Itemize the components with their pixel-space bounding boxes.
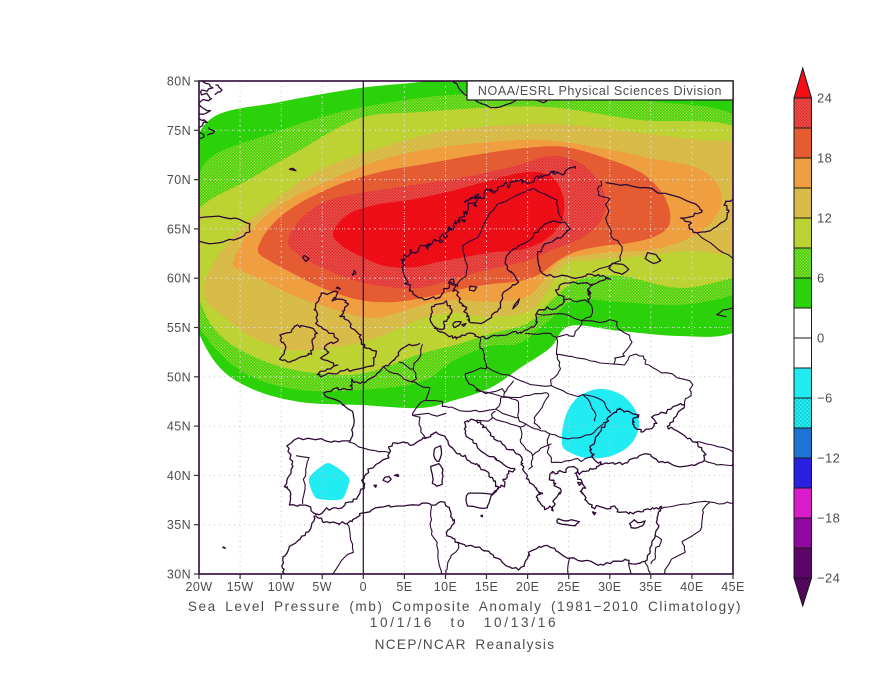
svg-text:65N: 65N bbox=[167, 222, 191, 236]
svg-text:10E: 10E bbox=[434, 580, 457, 594]
svg-text:15E: 15E bbox=[475, 580, 498, 594]
svg-text:5W: 5W bbox=[312, 580, 332, 594]
svg-text:−24: −24 bbox=[817, 571, 840, 586]
svg-text:18: 18 bbox=[817, 151, 832, 166]
svg-text:40N: 40N bbox=[167, 469, 191, 483]
svg-text:45N: 45N bbox=[167, 420, 191, 434]
svg-text:NCEP/NCAR Reanalysis: NCEP/NCAR Reanalysis bbox=[375, 637, 556, 652]
svg-text:15W: 15W bbox=[227, 580, 254, 594]
svg-text:40E: 40E bbox=[680, 580, 703, 594]
svg-text:45E: 45E bbox=[721, 580, 744, 594]
svg-text:20W: 20W bbox=[186, 580, 213, 594]
svg-text:10W: 10W bbox=[268, 580, 295, 594]
svg-text:25E: 25E bbox=[557, 580, 580, 594]
svg-text:6: 6 bbox=[817, 271, 825, 286]
svg-text:70N: 70N bbox=[167, 173, 191, 187]
svg-text:−6: −6 bbox=[817, 391, 833, 406]
svg-text:30E: 30E bbox=[598, 580, 621, 594]
svg-text:35E: 35E bbox=[639, 580, 662, 594]
svg-text:0: 0 bbox=[360, 580, 367, 594]
svg-text:55N: 55N bbox=[167, 321, 191, 335]
svg-text:0: 0 bbox=[817, 331, 825, 346]
svg-text:20E: 20E bbox=[516, 580, 539, 594]
svg-text:12: 12 bbox=[817, 211, 832, 226]
svg-text:80N: 80N bbox=[167, 75, 191, 89]
svg-text:75N: 75N bbox=[167, 124, 191, 138]
svg-text:50N: 50N bbox=[167, 370, 191, 384]
svg-text:30N: 30N bbox=[167, 568, 191, 582]
svg-text:24: 24 bbox=[817, 91, 832, 106]
svg-text:60N: 60N bbox=[167, 272, 191, 286]
svg-text:−12: −12 bbox=[817, 451, 840, 466]
svg-text:−18: −18 bbox=[817, 511, 840, 526]
svg-text:10/1/16 to 10/13/16: 10/1/16 to 10/13/16 bbox=[370, 615, 558, 630]
svg-text:Sea Level Pressure (mb) Compos: Sea Level Pressure (mb) Composite Anomal… bbox=[188, 599, 742, 614]
svg-text:NOAA/ESRL Physical Sciences Di: NOAA/ESRL Physical Sciences Division bbox=[478, 84, 722, 98]
svg-text:35N: 35N bbox=[167, 518, 191, 532]
svg-text:5E: 5E bbox=[396, 580, 412, 594]
